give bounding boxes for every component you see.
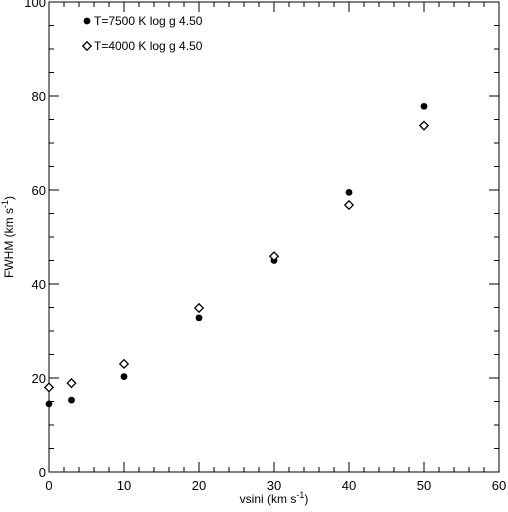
data-point-series-2 [193, 302, 205, 314]
data-point-series-2 [343, 199, 355, 211]
legend-label: T=4000 K log g 4.50 [94, 39, 203, 53]
y-tick-label: 100 [24, 0, 46, 10]
legend-marker [81, 40, 93, 52]
data-point-series-1 [345, 188, 353, 196]
x-tick-label: 40 [342, 478, 356, 493]
tick-labels: 0 10 20 30 40 50 60 0 20 40 60 80 100 [24, 0, 506, 493]
data-point-series-1 [120, 373, 128, 380]
plot-frame [48, 1, 500, 473]
x-tick-label: 0 [45, 478, 52, 493]
legend-marker [83, 17, 91, 25]
x-tick-label: 60 [492, 478, 506, 493]
data-point-series-1 [420, 102, 428, 110]
y-tick-label: 40 [32, 277, 46, 292]
x-tick-label: 30 [267, 478, 281, 493]
x-tick-label: 10 [117, 478, 131, 493]
y-tick-label: 80 [32, 89, 46, 104]
y-axis-title: FWHM (km s-1) [0, 196, 16, 278]
y-tick-label: 0 [39, 465, 46, 480]
data-point-series-2 [118, 358, 130, 370]
x-tick-label: 50 [417, 478, 431, 493]
x-tick-label: 20 [192, 478, 206, 493]
data-point-series-2 [43, 382, 55, 393]
data-point-series-2 [418, 120, 430, 131]
x-axis-title: vsini (km s-1) [240, 490, 309, 506]
legend-item: T=7500 K log g 4.50 [83, 14, 203, 28]
y-tick-label: 20 [32, 371, 46, 386]
data-point-series-2 [268, 251, 280, 262]
data-point-series-1 [195, 314, 203, 322]
legend: T=7500 K log g 4.50 T=4000 K log g 4.50 [81, 14, 203, 53]
legend-item: T=4000 K log g 4.50 [81, 39, 203, 53]
legend-label: T=7500 K log g 4.50 [94, 14, 203, 28]
data-markers [43, 102, 430, 408]
data-point-series-1 [45, 400, 53, 408]
y-tick-label: 60 [32, 183, 46, 198]
axis-ticks [48, 1, 500, 473]
data-point-series-1 [68, 396, 75, 404]
data-point-series-2 [66, 378, 77, 389]
